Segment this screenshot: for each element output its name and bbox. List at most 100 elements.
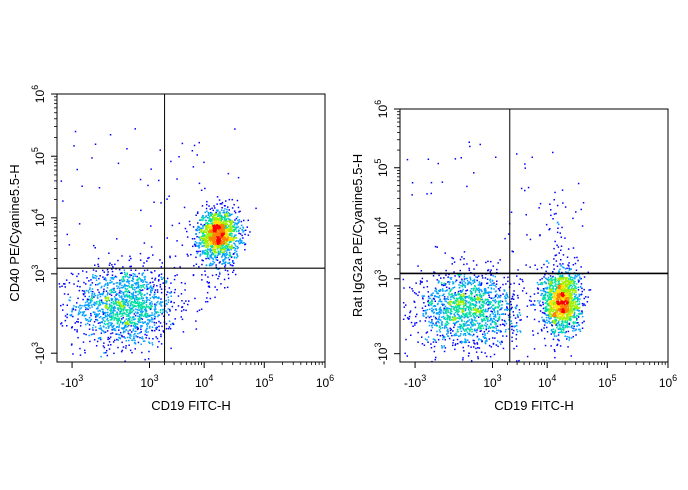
event-dot	[211, 241, 213, 243]
event-dot	[125, 315, 128, 317]
event-dot	[506, 309, 509, 312]
event-dot	[470, 292, 472, 294]
event-dot	[146, 316, 148, 318]
event-dot	[494, 290, 497, 293]
event-dot	[119, 334, 121, 336]
event-dot	[215, 229, 217, 231]
event-dot	[165, 281, 168, 283]
event-dot	[204, 244, 206, 247]
event-dot	[118, 318, 121, 320]
event-dot	[131, 310, 134, 313]
event-dot	[229, 225, 231, 227]
event-dot	[208, 244, 210, 246]
event-dot	[142, 299, 144, 302]
event-dot	[486, 317, 488, 319]
event-dot	[463, 304, 465, 307]
event-dot	[441, 300, 443, 303]
event-dot	[410, 321, 413, 324]
event-dot	[160, 288, 163, 290]
event-dot	[167, 308, 169, 310]
event-dot	[432, 275, 435, 277]
event-dot	[218, 211, 221, 213]
event-dot	[485, 355, 488, 358]
event-dot	[152, 286, 155, 288]
event-dot	[237, 255, 239, 257]
event-dot	[146, 281, 148, 284]
event-dot	[443, 350, 446, 353]
event-dot	[123, 336, 125, 338]
event-dot	[124, 325, 126, 328]
event-dot	[228, 241, 231, 244]
event-dot	[461, 256, 463, 258]
event-dot	[159, 309, 162, 312]
event-dot	[474, 323, 476, 326]
event-dot	[470, 309, 473, 311]
event-dot	[70, 315, 72, 317]
event-dot	[465, 313, 467, 315]
event-dot	[124, 306, 126, 309]
event-dot	[212, 225, 214, 227]
event-dot	[103, 330, 105, 333]
event-dot	[157, 300, 159, 303]
event-dot	[457, 331, 459, 333]
event-dot	[483, 300, 485, 303]
event-dot	[221, 228, 223, 230]
event-dot	[513, 347, 515, 350]
event-dot	[118, 292, 121, 294]
event-dot	[502, 293, 504, 295]
event-dot	[125, 313, 127, 316]
event-dot	[480, 283, 483, 285]
event-dot	[232, 225, 234, 227]
event-dot	[217, 222, 219, 225]
event-dot	[470, 294, 473, 296]
event-dot	[125, 309, 127, 311]
event-dot	[132, 304, 134, 306]
event-dot	[160, 291, 163, 294]
event-dot	[128, 276, 130, 279]
event-dot	[225, 215, 228, 217]
event-dot	[149, 281, 152, 284]
event-dot	[152, 254, 154, 256]
event-dot	[107, 292, 109, 295]
event-dot	[153, 297, 155, 300]
event-dot	[111, 316, 113, 319]
event-dot	[218, 262, 221, 264]
event-dot	[101, 317, 104, 320]
event-dot	[115, 313, 117, 316]
event-dot	[76, 331, 78, 333]
event-dot	[169, 292, 172, 294]
event-dot	[431, 307, 433, 310]
event-dot	[207, 285, 210, 288]
event-dot	[85, 308, 87, 311]
event-dot	[152, 314, 154, 316]
event-dot	[464, 330, 466, 332]
event-dot	[402, 278, 405, 281]
event-dot	[430, 294, 432, 297]
event-dot	[198, 182, 201, 185]
event-dot	[554, 320, 557, 323]
event-dot	[493, 282, 495, 284]
event-dot	[450, 328, 453, 331]
event-dot	[156, 297, 158, 299]
event-dot	[98, 327, 100, 330]
event-dot	[477, 356, 479, 358]
event-dot	[482, 305, 485, 307]
event-dot	[462, 324, 465, 326]
event-dot	[205, 264, 208, 266]
event-dot	[439, 307, 441, 309]
event-dot	[173, 291, 176, 294]
event-dot	[426, 280, 428, 282]
event-dot	[462, 315, 464, 318]
event-dot	[491, 326, 493, 328]
event-dot	[229, 227, 232, 229]
event-dot	[525, 292, 528, 295]
event-dot	[209, 236, 211, 238]
event-dot	[437, 292, 440, 295]
event-dot	[79, 347, 81, 350]
event-dot	[105, 327, 107, 329]
event-dot	[63, 293, 66, 295]
event-dot	[127, 304, 130, 306]
event-dot	[460, 342, 463, 344]
event-dot	[108, 348, 111, 350]
event-dot	[71, 343, 73, 345]
